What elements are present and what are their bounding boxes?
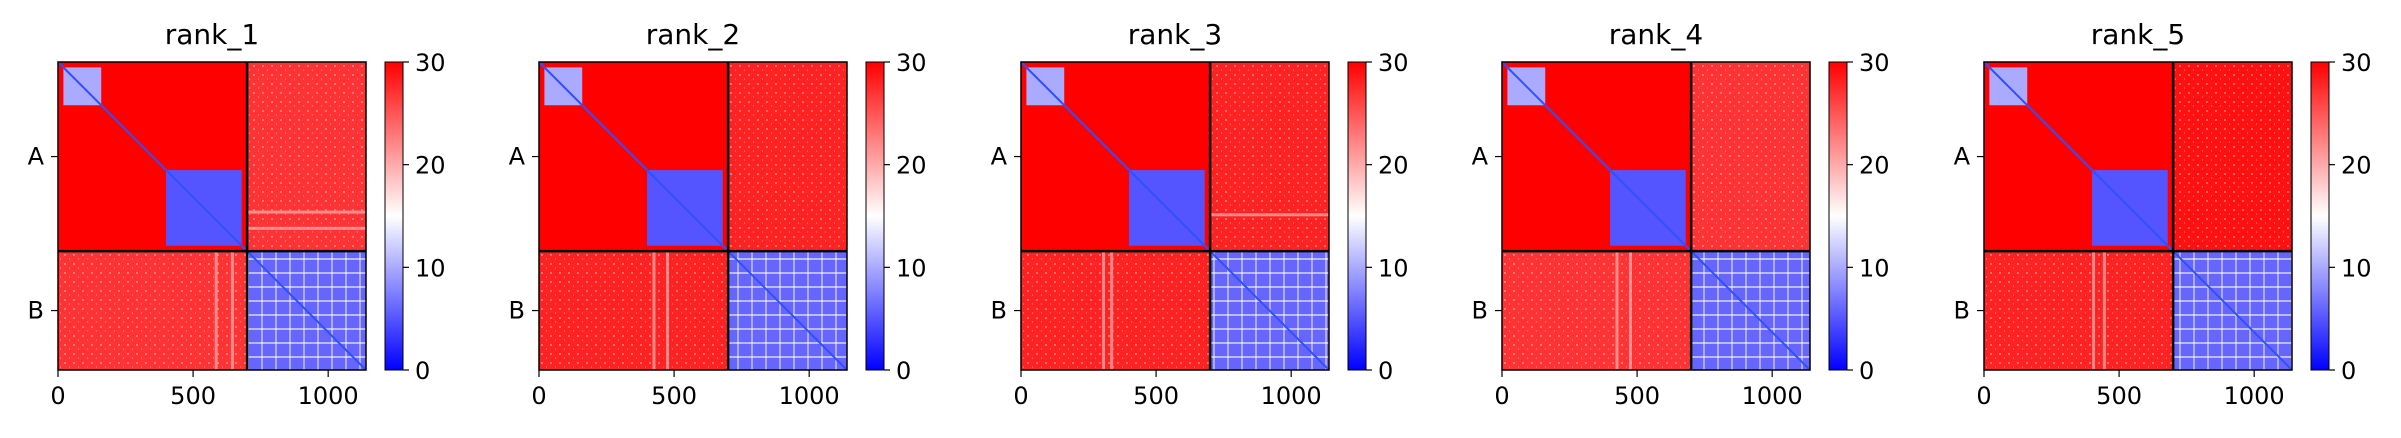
y-tick-label: B xyxy=(28,297,44,325)
stripe-ab xyxy=(1210,213,1329,217)
stripe-ba xyxy=(230,251,234,370)
stripe-ba xyxy=(1102,251,1106,370)
texture-ab xyxy=(2173,62,2292,252)
axes-frame xyxy=(1501,61,1811,371)
colorbar-tick-label: 30 xyxy=(2341,49,2372,77)
panel-title: rank_5 xyxy=(2091,18,2185,51)
panel-4: rank_4 0 500 1000 A B 0 10 20 30 xyxy=(1472,18,1890,410)
stripe-ba xyxy=(652,251,656,370)
y-tick-label: B xyxy=(509,297,525,325)
stripe-ba xyxy=(1628,251,1632,370)
panel-title: rank_1 xyxy=(165,18,259,51)
y-tick-label: A xyxy=(28,143,45,171)
diagonal xyxy=(1501,61,1811,371)
colorbar-tick-label: 10 xyxy=(2341,254,2372,282)
stripe-ba xyxy=(1110,251,1114,370)
colorbar-tick-label: 20 xyxy=(415,152,446,180)
x-tick-label: 1000 xyxy=(1261,382,1322,410)
panel-title: rank_3 xyxy=(1128,18,1222,51)
texture-ba xyxy=(1021,251,1211,370)
y-tick-label: B xyxy=(991,297,1007,325)
colorbar-tick-label: 30 xyxy=(1378,49,1409,77)
x-tick-label: 0 xyxy=(1013,382,1028,410)
x-tick-label: 500 xyxy=(651,382,697,410)
diagonal xyxy=(538,61,848,371)
panel-5: rank_5 0 500 1000 A B 0 10 20 30 xyxy=(1954,18,2372,410)
colorbar-tick-label: 30 xyxy=(1859,49,1890,77)
colorbar xyxy=(1828,61,1848,371)
texture-ba xyxy=(1502,251,1692,370)
colorbar-tick-label: 0 xyxy=(1859,357,1874,385)
x-tick-label: 500 xyxy=(1614,382,1660,410)
colorbar-tick-label: 0 xyxy=(2341,357,2356,385)
x-tick-label: 0 xyxy=(50,382,65,410)
colorbar-tick-label: 20 xyxy=(1378,152,1409,180)
panel-title: rank_4 xyxy=(1609,18,1703,51)
x-tick-label: 500 xyxy=(2096,382,2142,410)
diagonal xyxy=(1020,61,1330,371)
stripe-ab xyxy=(247,210,366,214)
stripe-ab xyxy=(247,226,366,230)
texture-ab xyxy=(728,62,847,252)
diagonal xyxy=(57,61,367,371)
texture-ab xyxy=(1691,62,1810,252)
x-tick-label: 0 xyxy=(531,382,546,410)
colorbar-tick-label: 10 xyxy=(896,254,927,282)
x-tick-label: 500 xyxy=(170,382,216,410)
stripe-ba xyxy=(2092,251,2096,370)
y-tick-label: A xyxy=(509,143,526,171)
colorbar-tick-label: 20 xyxy=(2341,152,2372,180)
colorbar-tick-label: 0 xyxy=(415,357,430,385)
colorbar xyxy=(865,61,885,371)
x-tick-label: 500 xyxy=(1133,382,1179,410)
x-tick-label: 0 xyxy=(1976,382,1991,410)
diagonal xyxy=(1983,61,2293,371)
x-tick-label: 1000 xyxy=(1742,382,1803,410)
stripe-ba xyxy=(2102,251,2106,370)
colorbar xyxy=(2310,61,2330,371)
colorbar-tick-label: 10 xyxy=(1859,254,1890,282)
panel-title: rank_2 xyxy=(646,18,740,51)
colorbar-tick-label: 30 xyxy=(896,49,927,77)
x-tick-label: 1000 xyxy=(2224,382,2285,410)
y-tick-label: A xyxy=(1472,143,1489,171)
colorbar-tick-label: 20 xyxy=(896,152,927,180)
colorbar-tick-label: 10 xyxy=(415,254,446,282)
axes-frame xyxy=(1983,61,2293,371)
axes-frame xyxy=(538,61,848,371)
colorbar-tick-label: 0 xyxy=(896,357,911,385)
x-tick-label: 0 xyxy=(1494,382,1509,410)
y-tick-label: B xyxy=(1472,297,1488,325)
panel-1: rank_1 0 500 1000 A B 0 10 20 30 xyxy=(28,18,446,410)
y-tick-label: A xyxy=(991,143,1008,171)
texture-ba xyxy=(539,251,729,370)
colorbar-tick-label: 10 xyxy=(1378,254,1409,282)
colorbar xyxy=(1347,61,1367,371)
colorbar-tick-label: 20 xyxy=(1859,152,1890,180)
stripe-ba xyxy=(665,251,669,370)
stripe-ba xyxy=(214,251,218,370)
colorbar xyxy=(384,61,404,371)
axes-frame xyxy=(1020,61,1330,371)
panel-3: rank_3 0 500 1000 A B 0 10 20 30 xyxy=(991,18,1409,410)
x-tick-label: 1000 xyxy=(779,382,840,410)
panel-2: rank_2 0 500 1000 A B 0 10 20 30 xyxy=(509,18,927,410)
y-tick-label: B xyxy=(1954,297,1970,325)
texture-ba xyxy=(1984,251,2174,370)
texture-ab xyxy=(1210,62,1329,252)
texture-ab xyxy=(247,62,366,252)
y-tick-label: A xyxy=(1954,143,1971,171)
stripe-ba xyxy=(1615,251,1619,370)
colorbar-tick-label: 30 xyxy=(415,49,446,77)
colorbar-tick-label: 0 xyxy=(1378,357,1393,385)
texture-ba xyxy=(58,251,248,370)
x-tick-label: 1000 xyxy=(298,382,359,410)
axes-frame xyxy=(57,61,367,371)
